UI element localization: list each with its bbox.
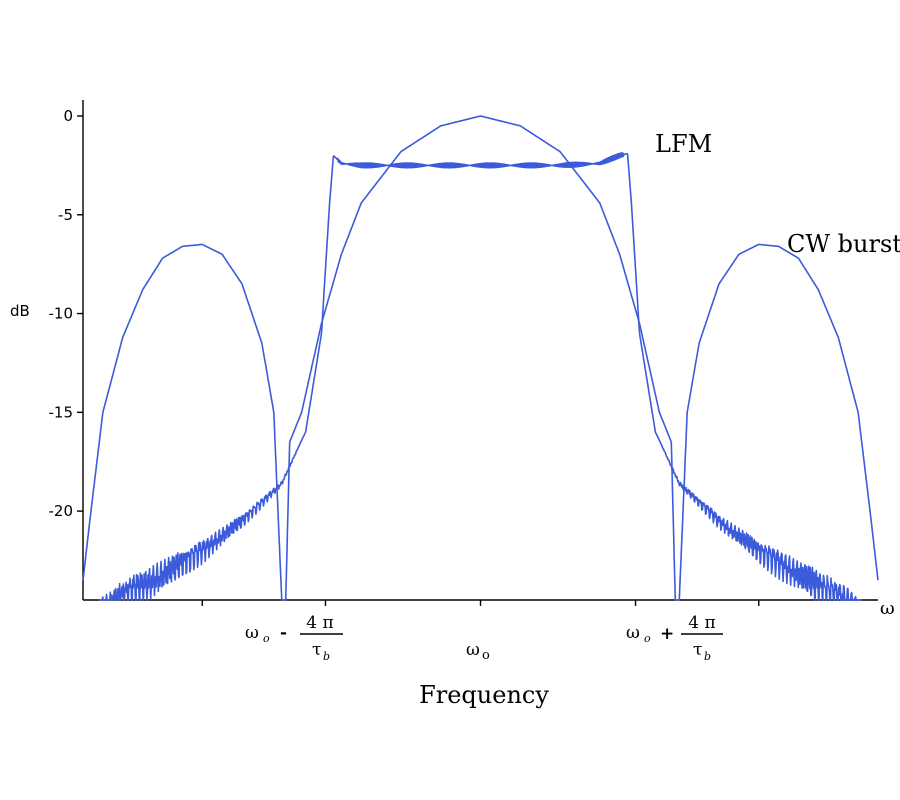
y-tick-label: -15 (49, 403, 74, 421)
y-ticks: 0 -5 -10 -15 -20 (49, 107, 83, 520)
x-marker-center-symbol: ω (466, 640, 480, 660)
x-marker-left-denominator: τ (312, 640, 321, 660)
x-marker-right-denominator-subscript: b (704, 650, 711, 663)
series-line-cw-burst (82, 115, 879, 601)
y-tick-label: -20 (49, 502, 74, 520)
x-axis-symbol: ω (880, 598, 895, 619)
series-line-lfm (98, 152, 863, 601)
x-marker-right-subscript: o (644, 632, 651, 645)
x-marker-left-subscript: o (263, 632, 270, 645)
y-tick-label: -10 (49, 305, 74, 323)
x-marker-center: ω o (466, 640, 490, 663)
x-axis-label: Frequency (419, 681, 549, 709)
series-layer (82, 115, 879, 601)
x-marker-center-subscript: o (482, 648, 490, 663)
x-marker-left-symbol: ω (245, 623, 259, 643)
annotation-lfm: LFM (655, 130, 712, 158)
x-marker-right-operator: + (660, 624, 674, 644)
x-marker-left: ω o - 4 π τ b (245, 613, 343, 663)
annotation-cw-burst: CW burst (787, 230, 900, 258)
y-tick-label: 0 (63, 107, 73, 125)
x-marker-right-symbol: ω (626, 623, 640, 643)
axes (82, 100, 878, 601)
x-marker-left-numerator: 4 π (306, 613, 333, 633)
x-marker-left-denominator-subscript: b (323, 650, 330, 663)
x-marker-right-denominator: τ (693, 640, 702, 660)
x-marker-right-numerator: 4 π (688, 613, 715, 633)
x-ticks (201, 600, 760, 606)
y-axis-label: dB (10, 302, 30, 320)
y-tick-label: -5 (58, 206, 73, 224)
x-marker-right: ω o + 4 π τ b (626, 613, 723, 663)
x-marker-left-operator: - (280, 623, 287, 643)
